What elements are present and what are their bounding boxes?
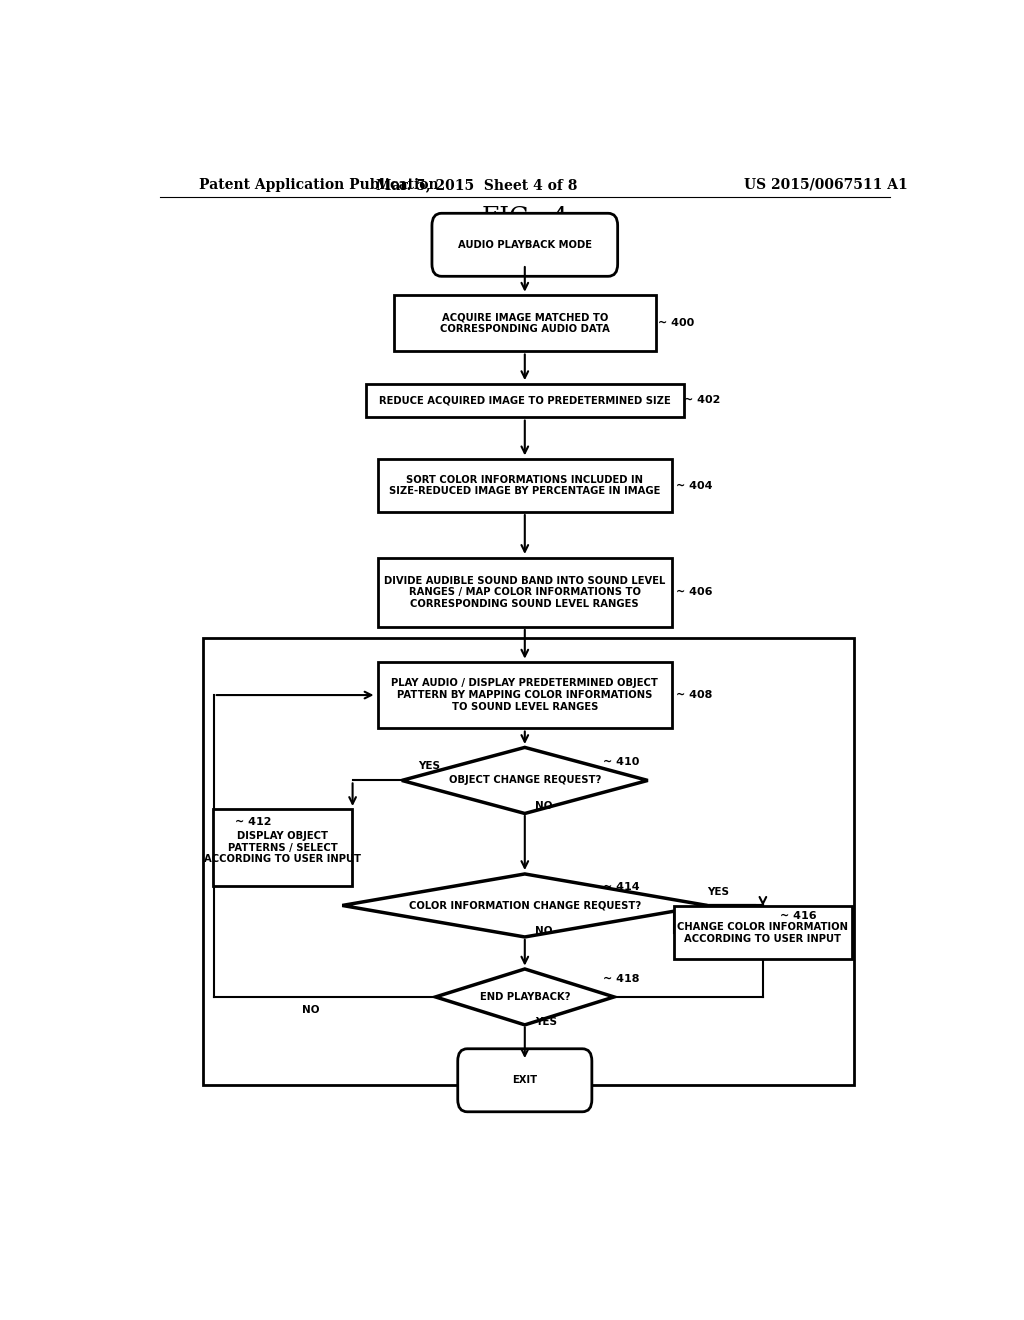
Text: NO: NO [536, 801, 553, 810]
Text: AUDIO PLAYBACK MODE: AUDIO PLAYBACK MODE [458, 240, 592, 249]
Text: SORT COLOR INFORMATIONS INCLUDED IN
SIZE-REDUCED IMAGE BY PERCENTAGE IN IMAGE: SORT COLOR INFORMATIONS INCLUDED IN SIZE… [389, 475, 660, 496]
Text: OBJECT CHANGE REQUEST?: OBJECT CHANGE REQUEST? [449, 775, 601, 785]
Text: ~ 404: ~ 404 [676, 480, 712, 491]
Text: ~ 406: ~ 406 [676, 587, 712, 598]
Bar [378, 558, 672, 627]
Text: ~ 414: ~ 414 [602, 882, 639, 892]
Text: Mar. 5, 2015  Sheet 4 of 8: Mar. 5, 2015 Sheet 4 of 8 [377, 178, 578, 191]
Bar [204, 638, 854, 1085]
FancyBboxPatch shape [458, 1049, 592, 1111]
Text: PLAY AUDIO / DISPLAY PREDETERMINED OBJECT
PATTERN BY MAPPING COLOR INFORMATIONS
: PLAY AUDIO / DISPLAY PREDETERMINED OBJEC… [391, 678, 658, 711]
Bar [378, 459, 672, 512]
Text: YES: YES [708, 887, 729, 898]
Bar [367, 384, 684, 417]
Text: ~ 402: ~ 402 [684, 395, 720, 405]
Bar [674, 907, 852, 960]
Text: DISPLAY OBJECT
PATTERNS / SELECT
ACCORDING TO USER INPUT: DISPLAY OBJECT PATTERNS / SELECT ACCORDI… [204, 830, 361, 865]
Polygon shape [435, 969, 614, 1024]
Text: ~ 412: ~ 412 [236, 817, 271, 828]
Text: ~ 400: ~ 400 [658, 318, 694, 329]
Bar [213, 809, 352, 886]
Polygon shape [342, 874, 708, 937]
Text: ~ 418: ~ 418 [602, 974, 639, 983]
Text: NO: NO [536, 925, 553, 936]
Polygon shape [401, 747, 648, 813]
Text: REDUCE ACQUIRED IMAGE TO PREDETERMINED SIZE: REDUCE ACQUIRED IMAGE TO PREDETERMINED S… [379, 395, 671, 405]
Text: COLOR INFORMATION CHANGE REQUEST?: COLOR INFORMATION CHANGE REQUEST? [409, 900, 641, 911]
Text: YES: YES [418, 762, 439, 771]
Text: ~ 408: ~ 408 [676, 690, 712, 700]
Text: US 2015/0067511 A1: US 2015/0067511 A1 [744, 178, 908, 191]
Text: CHANGE COLOR INFORMATION
ACCORDING TO USER INPUT: CHANGE COLOR INFORMATION ACCORDING TO US… [678, 923, 848, 944]
Text: FIG.  4: FIG. 4 [481, 206, 568, 228]
Text: ~ 416: ~ 416 [780, 911, 817, 920]
Bar [394, 296, 655, 351]
Text: ~ 410: ~ 410 [602, 758, 639, 767]
Text: YES: YES [536, 1018, 557, 1027]
Text: Patent Application Publication: Patent Application Publication [200, 178, 439, 191]
Bar [378, 663, 672, 729]
Text: EXIT: EXIT [512, 1076, 538, 1085]
FancyBboxPatch shape [432, 214, 617, 276]
Text: DIVIDE AUDIBLE SOUND BAND INTO SOUND LEVEL
RANGES / MAP COLOR INFORMATIONS TO
CO: DIVIDE AUDIBLE SOUND BAND INTO SOUND LEV… [384, 576, 666, 609]
Text: NO: NO [302, 1005, 319, 1015]
Text: ACQUIRE IMAGE MATCHED TO
CORRESPONDING AUDIO DATA: ACQUIRE IMAGE MATCHED TO CORRESPONDING A… [440, 313, 609, 334]
Text: END PLAYBACK?: END PLAYBACK? [479, 991, 570, 1002]
